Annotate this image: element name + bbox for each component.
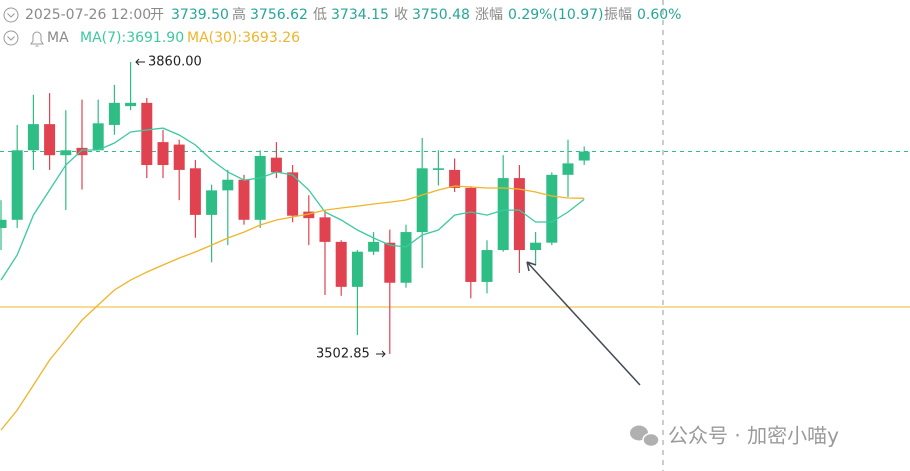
low-label: 低 xyxy=(313,7,327,23)
candle-body xyxy=(400,232,412,283)
toggle-icon[interactable] xyxy=(3,30,19,46)
candle-body xyxy=(546,174,558,243)
candle-body xyxy=(157,142,169,166)
candle-body xyxy=(368,241,380,252)
watermark: 公众号 · 加密小喵y xyxy=(630,424,839,448)
change-label: 涨幅 xyxy=(475,7,503,23)
toggle-icon[interactable] xyxy=(3,7,19,23)
candle-body xyxy=(92,123,104,151)
candle-body xyxy=(578,151,590,161)
close-value: 3750.48 xyxy=(412,7,470,23)
candle-body xyxy=(287,172,299,216)
candle-body xyxy=(481,250,493,282)
arrow-glyph xyxy=(135,58,145,66)
plot xyxy=(0,61,910,431)
candle-body xyxy=(497,178,509,251)
min-label: 3502.85 xyxy=(316,347,370,362)
open-value: 3739.50 xyxy=(171,7,229,23)
candle-body xyxy=(222,179,234,191)
wechat-icon xyxy=(642,432,660,448)
open-label: 开 xyxy=(150,7,164,23)
candle-body xyxy=(60,150,72,156)
candle-body xyxy=(189,168,201,215)
candle-body xyxy=(513,178,525,251)
time: 2025-07-26 12:00 xyxy=(25,7,151,23)
candle-body xyxy=(76,147,88,156)
candle-body xyxy=(108,102,120,125)
candle-body xyxy=(27,124,39,151)
chevron xyxy=(7,13,15,18)
candle-body xyxy=(319,217,331,242)
close-label: 收 xyxy=(394,7,408,23)
ma-line xyxy=(0,185,585,431)
annotation-arrow xyxy=(526,261,641,386)
candle-body xyxy=(206,190,218,215)
candle-body xyxy=(238,179,250,220)
ma-legend: MA(7):3691.90 xyxy=(80,30,184,46)
max-label: 3860.00 xyxy=(148,55,202,70)
amplitude-label: 振幅 xyxy=(604,7,632,23)
candle-body xyxy=(173,144,185,170)
ma-title: MA xyxy=(47,30,69,46)
high-value: 3756.62 xyxy=(250,7,308,23)
candle-body xyxy=(384,242,396,283)
arrow-glyph xyxy=(376,350,386,358)
candle-body xyxy=(303,211,315,219)
candle-body xyxy=(0,219,7,228)
watermark-text: 公众号 · 加密小喵y xyxy=(668,424,839,448)
candle-body xyxy=(416,168,428,233)
candle-body xyxy=(254,156,266,220)
change-value: 0.29%(10.97) xyxy=(508,7,603,23)
candle-body xyxy=(449,169,461,188)
candle-body xyxy=(270,157,282,173)
amplitude-value: 0.60% xyxy=(637,7,681,23)
chevron xyxy=(7,36,15,41)
candle-body xyxy=(465,187,477,282)
candle-body xyxy=(44,124,56,156)
ma-line xyxy=(0,127,585,281)
candle-body xyxy=(432,168,444,170)
ma-legend: MA(30):3693.26 xyxy=(187,30,300,46)
bell-icon[interactable] xyxy=(30,31,44,47)
high-label: 高 xyxy=(232,6,246,23)
header: 2025-07-26 12:00 开 3739.50 高 3756.62 低 3… xyxy=(3,6,681,47)
candle-body xyxy=(11,150,23,220)
candle-body xyxy=(125,102,137,107)
low-value: 3734.15 xyxy=(331,7,389,23)
candle-body xyxy=(351,251,363,287)
candle-body xyxy=(141,102,153,166)
candle-body xyxy=(530,242,542,251)
candle-body xyxy=(562,163,574,175)
candle-body xyxy=(335,241,347,287)
